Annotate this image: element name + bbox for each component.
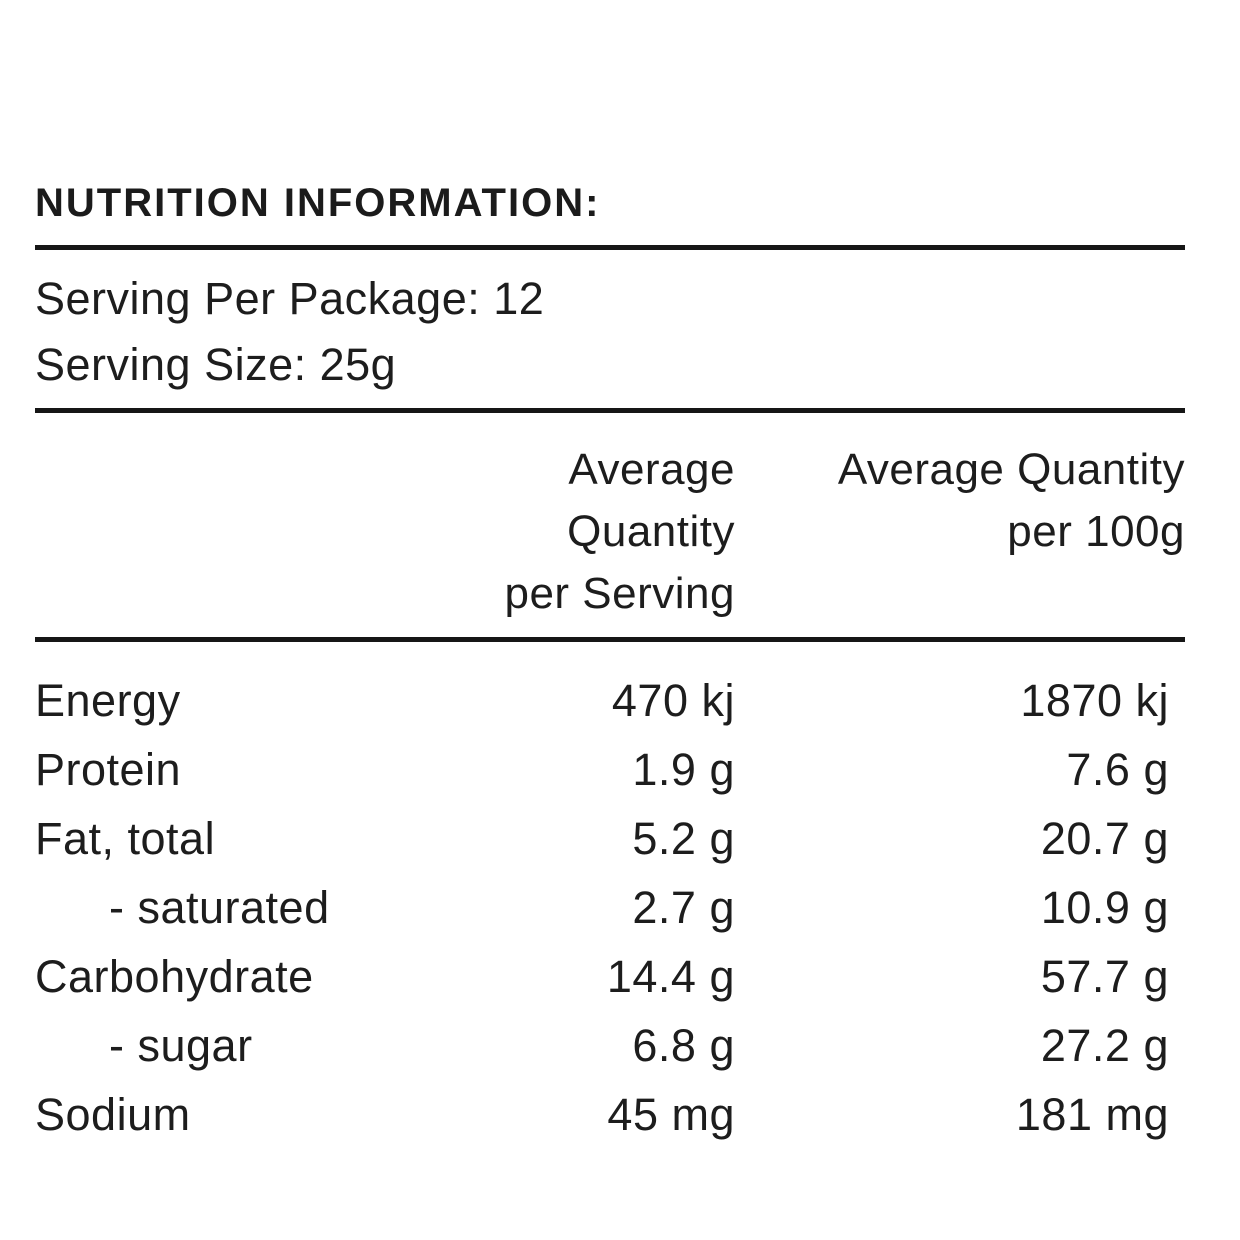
column-header-row: Average Quantity per Serving Average Qua… [35, 413, 1185, 637]
divider-top [35, 245, 1185, 250]
table-row-protein: Protein 1.9 g 7.6 g [35, 735, 1185, 804]
serving-info: Serving Per Package: 12 Serving Size: 25… [35, 250, 1185, 408]
row-value-per-serving: 45 mg [607, 1089, 735, 1140]
row-value-per-100g: 27.2 g [1040, 1020, 1169, 1071]
row-value-per-100g: 10.9 g [1040, 882, 1169, 933]
row-value-per-100g: 20.7 g [1040, 813, 1169, 864]
table-row-energy: Energy 470 kj 1870 kj [35, 666, 1185, 735]
column-header-per-serving-line2: per Serving [504, 569, 735, 618]
serving-size: Serving Size: 25g [35, 339, 397, 390]
column-header-per-serving: Average Quantity per Serving [485, 439, 735, 625]
row-value-per-serving: 1.9 g [632, 744, 735, 795]
row-label: Fat, total [35, 813, 216, 864]
row-value-per-100g: 7.6 g [1066, 744, 1169, 795]
row-value-per-serving: 5.2 g [632, 813, 735, 864]
row-label: Sodium [35, 1089, 191, 1140]
nutrition-label: NUTRITION INFORMATION: Serving Per Packa… [35, 183, 1185, 1149]
nutrition-table-body: Energy 470 kj 1870 kj Protein 1.9 g 7.6 … [35, 642, 1185, 1149]
divider-above-headers [35, 408, 1185, 413]
row-label: Carbohydrate [35, 951, 314, 1002]
row-label: - saturated [109, 882, 330, 933]
row-label: Protein [35, 744, 182, 795]
table-row-carbohydrate: Carbohydrate 14.4 g 57.7 g [35, 942, 1185, 1011]
table-row-sodium: Sodium 45 mg 181 mg [35, 1080, 1185, 1149]
row-value-per-100g: 1870 kj [1020, 675, 1169, 726]
column-header-per-100g-line1: Average Quantity [837, 445, 1185, 494]
row-value-per-100g: 57.7 g [1040, 951, 1169, 1002]
column-header-per-serving-line1: Average Quantity [567, 445, 735, 556]
row-value-per-serving: 470 kj [611, 675, 735, 726]
table-row-sugar: - sugar 6.8 g 27.2 g [35, 1011, 1185, 1080]
column-header-spacer [35, 439, 485, 625]
row-value-per-serving: 14.4 g [606, 951, 735, 1002]
divider-below-headers [35, 637, 1185, 642]
column-header-per-100g: Average Quantity per 100g [735, 439, 1185, 625]
column-header-per-100g-line2: per 100g [1007, 507, 1185, 556]
nutrition-information-title: NUTRITION INFORMATION: [35, 181, 601, 225]
table-row-saturated: - saturated 2.7 g 10.9 g [35, 873, 1185, 942]
table-row-fat-total: Fat, total 5.2 g 20.7 g [35, 804, 1185, 873]
row-label: - sugar [109, 1020, 253, 1071]
row-value-per-serving: 6.8 g [632, 1020, 735, 1071]
row-label: Energy [35, 675, 181, 726]
row-value-per-100g: 181 mg [1015, 1089, 1169, 1140]
row-value-per-serving: 2.7 g [632, 882, 735, 933]
serving-per-package: Serving Per Package: 12 [35, 273, 545, 324]
